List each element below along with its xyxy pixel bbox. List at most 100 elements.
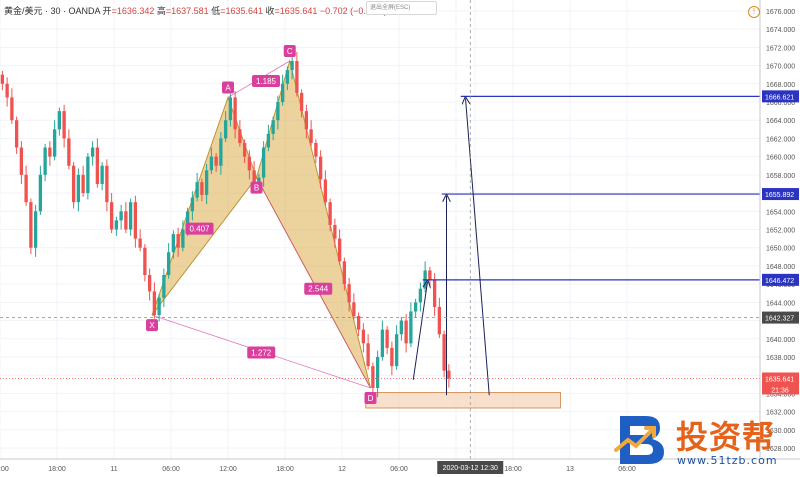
- ratio-label-box: [252, 75, 280, 88]
- candle-body: [314, 142, 318, 157]
- x-tick-label: 06:00: [390, 466, 408, 473]
- point-label: B: [254, 184, 259, 193]
- point-label-box: [222, 81, 234, 94]
- y-tick-label: 1652.000: [766, 228, 795, 235]
- price-axis: [760, 0, 800, 477]
- x-tick-label: 18:00: [48, 466, 66, 473]
- crosshair-time-tag: 2020-03-12 12:30: [443, 465, 498, 472]
- candle-body: [214, 156, 218, 166]
- exit-fullscreen-button[interactable]: 退出全屏(ESC): [366, 1, 437, 15]
- candle-body: [190, 197, 195, 212]
- y-tick-label: 1654.000: [766, 209, 795, 216]
- x-tick-label: 06:00: [618, 466, 636, 473]
- b-arrow-logo-icon: [614, 416, 664, 464]
- candle-body: [266, 133, 271, 148]
- candle-body: [29, 202, 33, 248]
- candle-body: [195, 182, 199, 198]
- low-value: =1635.641: [220, 6, 264, 16]
- countdown-tag: 21:36: [771, 387, 789, 394]
- candle-body: [247, 156, 252, 171]
- chart-header: 黄金/美元 · 30 · OANDA 开=1636.342 高=1637.581…: [4, 4, 387, 17]
- candle-body: [242, 142, 247, 157]
- candle-body: [81, 174, 85, 194]
- candle-body: [413, 302, 418, 312]
- x-tick-label: 06:00: [162, 466, 180, 473]
- buy-zone: [365, 392, 561, 409]
- y-tick-label: 1668.000: [766, 82, 795, 89]
- candle-body: [90, 147, 95, 157]
- y-tick-label: 1644.000: [766, 300, 795, 307]
- candle-body: [171, 234, 176, 253]
- candle-body: [276, 102, 280, 121]
- watermark-url: www.51tzb.com: [677, 454, 778, 467]
- candle-body: [290, 61, 294, 71]
- candle-body: [157, 297, 161, 316]
- high-value: =1637.581: [165, 6, 209, 16]
- candle-body: [342, 261, 347, 285]
- candle-body: [399, 320, 404, 335]
- candle-body: [204, 170, 209, 195]
- y-tick-label: 1674.000: [766, 27, 795, 34]
- candle-body: [390, 347, 394, 367]
- watermark: 投资帮 www.51tzb.com: [604, 408, 800, 470]
- candle-body: [299, 92, 304, 112]
- ratio-label: 1.185: [256, 77, 277, 86]
- candle-body: [5, 83, 9, 98]
- watermark-brand: 投资帮: [676, 418, 776, 456]
- target-price-tag: 1666.621: [765, 94, 794, 101]
- candle-body: [366, 343, 370, 367]
- candle-body: [385, 329, 389, 348]
- y-tick-label: 1634.000: [766, 391, 795, 398]
- candle-body: [252, 170, 256, 184]
- y-tick-label: 1676.000: [766, 9, 795, 16]
- open-value: =1636.342: [111, 6, 155, 16]
- ratio-label-box: [185, 222, 214, 235]
- candle-body: [309, 129, 313, 143]
- candle-body: [442, 334, 446, 371]
- candle-body: [0, 74, 5, 84]
- candle-body: [128, 202, 133, 230]
- candle-body: [33, 211, 38, 248]
- candle-body: [52, 129, 57, 157]
- candle-body: [280, 83, 285, 102]
- candle-body: [109, 202, 114, 230]
- ratio-label-box: [304, 282, 333, 295]
- crosshair-time-box: [437, 461, 504, 474]
- y-tick-label: 1658.000: [766, 173, 795, 180]
- target-price-tag-box: [762, 188, 799, 201]
- point-label-box: [250, 181, 263, 194]
- candle-body: [318, 156, 323, 180]
- candle-body: [347, 284, 351, 303]
- candle-body: [62, 111, 66, 139]
- candle-body: [71, 165, 76, 203]
- alert-circle-icon[interactable]: !: [748, 6, 760, 18]
- point-label-box: [364, 391, 377, 404]
- candle-body: [409, 311, 413, 344]
- candle-body: [176, 234, 180, 248]
- candle-body: [43, 147, 47, 175]
- candle-body: [119, 211, 123, 221]
- time-axis: [0, 459, 800, 477]
- candle-body: [371, 366, 375, 388]
- point-label-box: [146, 319, 158, 332]
- y-tick-label: 1650.000: [766, 246, 795, 253]
- candle-body: [238, 129, 242, 143]
- x-tick-label: 12: [338, 466, 346, 473]
- candle-body: [19, 147, 24, 175]
- candle-body: [295, 61, 299, 93]
- pattern-xab: [151, 95, 258, 316]
- y-tick-label: 1662.000: [766, 136, 795, 143]
- candle-body: [105, 165, 109, 203]
- candle-body: [100, 165, 104, 184]
- candle-body: [138, 238, 142, 248]
- candle-body: [143, 247, 147, 276]
- candle-body: [147, 275, 152, 292]
- target-arrow: [412, 282, 427, 380]
- countdown-box: [762, 384, 799, 395]
- y-tick-label: 1664.000: [766, 118, 795, 125]
- candle-body: [24, 174, 28, 203]
- low-label: 低: [211, 6, 221, 16]
- y-tick-label: 1670.000: [766, 64, 795, 71]
- candle-body: [304, 111, 309, 130]
